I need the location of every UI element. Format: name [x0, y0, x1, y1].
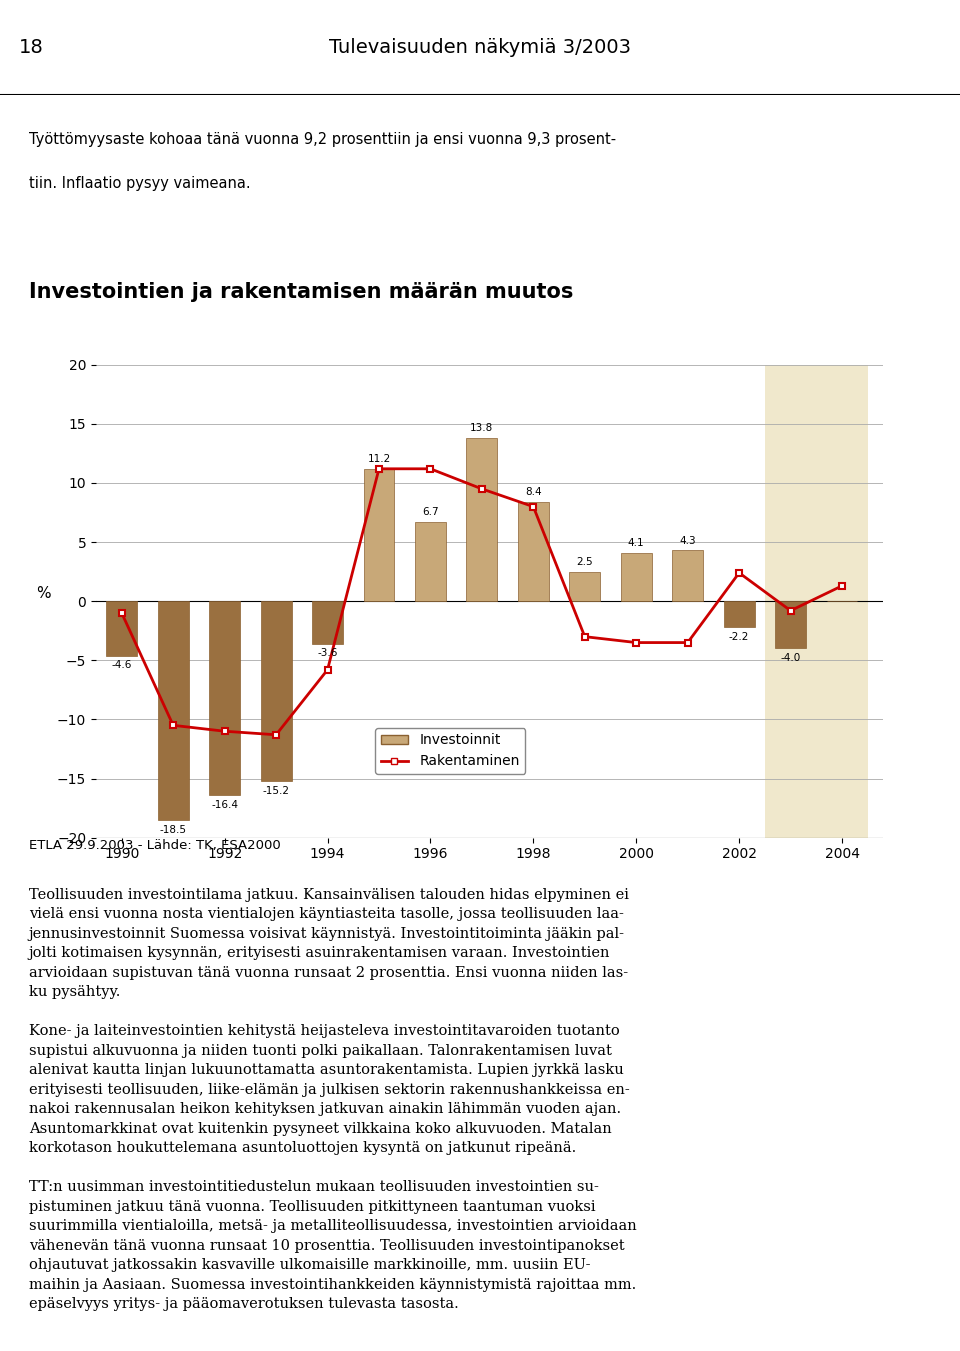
Text: Investointien ja rakentamisen määrän muutos: Investointien ja rakentamisen määrän muu…: [29, 282, 573, 301]
Text: 4.1: 4.1: [628, 538, 644, 549]
Bar: [765, 365, 868, 838]
Bar: [724, 601, 755, 627]
Text: Työttömyysaste kohoaa tänä vuonna 9,2 prosenttiin ja ensi vuonna 9,3 prosent-: Työttömyysaste kohoaa tänä vuonna 9,2 pr…: [29, 132, 616, 147]
Bar: [672, 550, 703, 601]
Text: 2.5: 2.5: [576, 557, 593, 567]
Legend: Investoinnit, Rakentaminen: Investoinnit, Rakentaminen: [375, 728, 525, 774]
Text: tiin. Inflaatio pysyy vaimeana.: tiin. Inflaatio pysyy vaimeana.: [29, 177, 251, 192]
Text: 6.7: 6.7: [422, 507, 439, 517]
Bar: [364, 469, 395, 601]
Text: Tulevaisuuden näkymiä 3/2003: Tulevaisuuden näkymiä 3/2003: [329, 38, 631, 57]
Bar: [157, 601, 188, 820]
Bar: [415, 521, 445, 601]
Bar: [467, 438, 497, 601]
Text: -3.6: -3.6: [318, 648, 338, 658]
Bar: [621, 553, 652, 601]
Bar: [775, 601, 806, 648]
Bar: [261, 601, 292, 781]
Text: -15.2: -15.2: [263, 786, 290, 796]
Text: Teollisuuden investointilama jatkuu. Kansainvälisen talouden hidas elpyminen ei
: Teollisuuden investointilama jatkuu. Kan…: [29, 888, 636, 1310]
Text: 13.8: 13.8: [470, 423, 493, 434]
Text: 11.2: 11.2: [368, 454, 391, 465]
Text: 18: 18: [19, 38, 44, 57]
Bar: [517, 501, 549, 601]
Text: -18.5: -18.5: [159, 824, 186, 835]
Text: -16.4: -16.4: [211, 800, 238, 809]
Text: ETLA 29.9.2003 - Lähde: TK, ESA2000: ETLA 29.9.2003 - Lähde: TK, ESA2000: [29, 839, 280, 852]
Text: -2.2: -2.2: [729, 632, 750, 642]
Bar: [209, 601, 240, 794]
Bar: [107, 601, 137, 655]
Text: 8.4: 8.4: [525, 488, 541, 497]
Bar: [312, 601, 343, 644]
Bar: [569, 571, 600, 601]
Y-axis label: %: %: [36, 586, 51, 601]
Text: 4.3: 4.3: [680, 535, 696, 546]
Text: -4.6: -4.6: [111, 661, 132, 670]
Text: -4.0: -4.0: [780, 654, 801, 663]
